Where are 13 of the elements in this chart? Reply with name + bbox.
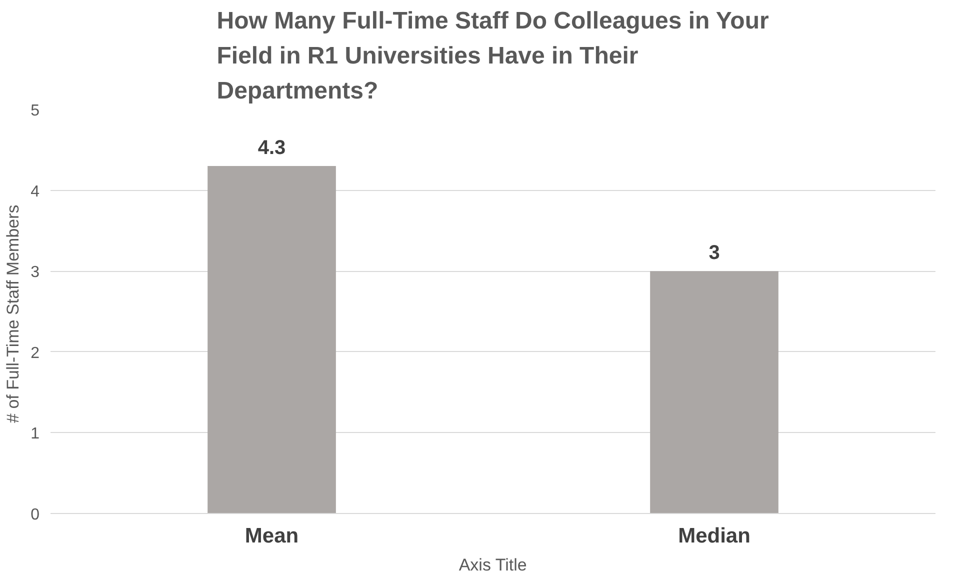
y-axis-title: # of Full-Time Staff Members — [4, 204, 23, 423]
y-tick-label: 1 — [30, 426, 40, 443]
y-tick-label: 2 — [30, 344, 40, 362]
y-tick-label: 5 — [30, 102, 40, 120]
data-label: 4.3 — [258, 137, 286, 160]
x-tick-label: Median — [678, 524, 750, 548]
x-tick-label: Mean — [244, 524, 299, 548]
x-axis-title: Axis Title — [458, 556, 527, 574]
y-tick-label: 0 — [30, 506, 40, 524]
y-tick-label: 4 — [30, 183, 40, 200]
chart-title: How Many Full-Time Staff Do Colleagues in Your Field in R1 Universities Have in Their Departments? — [216, 7, 769, 104]
data-label: 3 — [708, 242, 720, 264]
y-tick-label: 3 — [30, 264, 40, 282]
